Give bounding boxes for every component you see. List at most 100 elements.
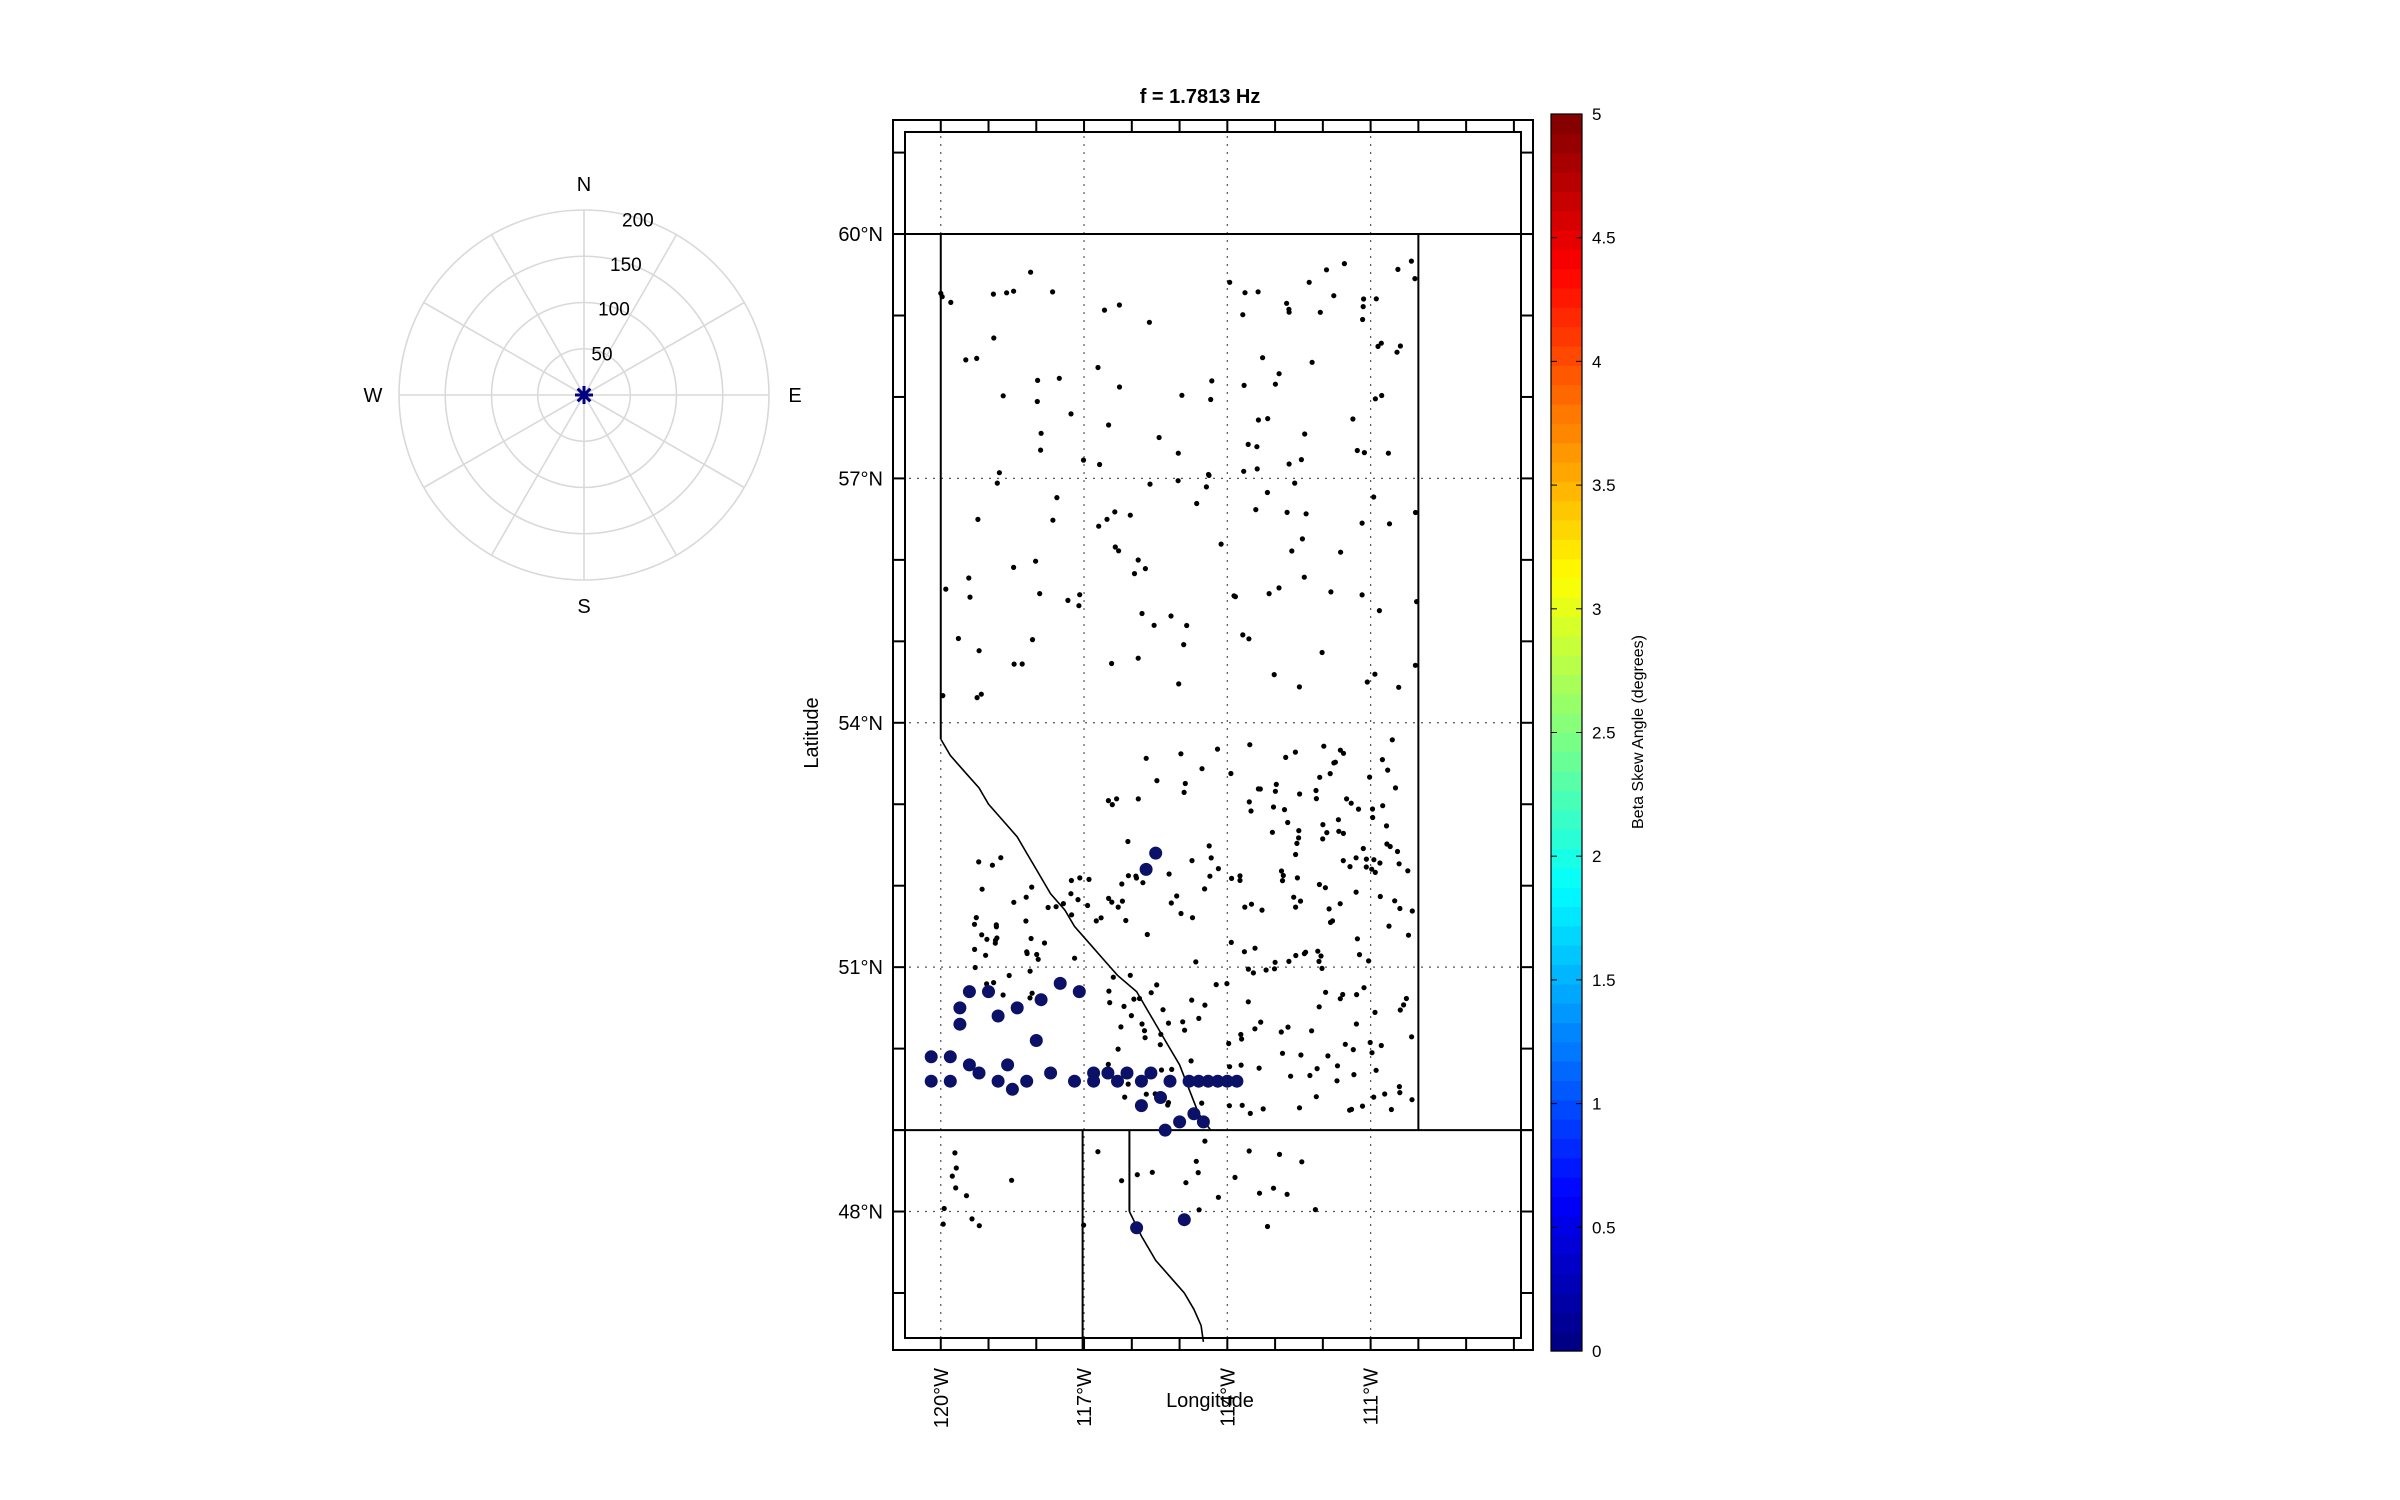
asterisk-icon: [575, 386, 593, 404]
colorbar-band: [1551, 384, 1582, 405]
station-dot: [1141, 1028, 1148, 1034]
polar-spoke: [583, 234, 678, 396]
colorbar-band: [1551, 713, 1582, 734]
station-dot: [1299, 536, 1305, 542]
radial-tick-label: 200: [622, 210, 654, 231]
station-dot: [1309, 1028, 1315, 1034]
station-dot: [1376, 608, 1382, 614]
station-dot: [1247, 742, 1253, 748]
station-dot: [1038, 447, 1044, 453]
station-dot: [940, 693, 946, 699]
station-dot: [993, 924, 1000, 930]
station-dot: [1252, 1026, 1258, 1032]
station-dot: [1226, 1103, 1232, 1109]
station-dot: [1254, 444, 1260, 450]
station-dot: [1256, 1065, 1262, 1071]
polar-spoke: [423, 301, 585, 396]
station-dot: [1114, 796, 1120, 802]
station-dot: [1375, 343, 1381, 349]
station-dot: [974, 355, 980, 361]
station-dot: [1353, 855, 1359, 861]
colorbar-band: [1551, 268, 1582, 289]
station-dot: [1023, 918, 1029, 924]
station-dot: [1370, 814, 1376, 821]
colorbar-tick-label: 1.5: [1592, 971, 1616, 990]
station-dot: [1405, 932, 1412, 938]
station-dot: [1382, 1091, 1388, 1097]
station-dot: [1085, 902, 1091, 909]
station-dot: [966, 575, 972, 581]
station-dot: [1372, 396, 1378, 402]
station-dot: [1011, 288, 1017, 294]
station-dot: [1386, 521, 1393, 527]
idaho-border: [1128, 1211, 1205, 1343]
station-dot: [990, 291, 997, 297]
station-dot: [1317, 309, 1323, 315]
station-dot: [1255, 417, 1261, 423]
colorbar-band: [1551, 171, 1582, 192]
station-dot: [1157, 1042, 1163, 1048]
station-dot: [1354, 992, 1360, 998]
colorbar-band: [1551, 1215, 1582, 1236]
map-graticule: [893, 120, 1533, 1350]
station-dot: [1409, 908, 1415, 914]
station-dot: [1028, 269, 1034, 275]
highlighted-station: [1158, 1123, 1172, 1137]
station-dot: [972, 946, 978, 953]
station-dot: [1168, 900, 1174, 906]
station-dot: [1196, 1207, 1202, 1213]
station-dot: [943, 586, 949, 592]
station-dot: [1208, 855, 1214, 861]
station-dot: [1317, 774, 1323, 780]
lat-tick-label: 48°N: [838, 1202, 883, 1224]
colorbar-band: [1551, 287, 1582, 308]
lon-tick-label: 111°W: [1361, 1368, 1383, 1425]
station-dot: [1347, 1107, 1353, 1113]
station-dot: [1401, 1002, 1407, 1008]
station-dot: [1397, 1007, 1403, 1013]
map-frame-outer: [892, 119, 1534, 1351]
station-dot: [1068, 877, 1074, 884]
station-dot: [1328, 589, 1334, 595]
station-dot: [1188, 1058, 1194, 1064]
station-dot: [1115, 1046, 1121, 1052]
station-dot: [1093, 918, 1099, 924]
direction-label-s: S: [577, 596, 590, 618]
station-dot: [1037, 591, 1043, 597]
station-dot: [1353, 1021, 1359, 1027]
station-dot: [1377, 860, 1383, 866]
station-dot: [1385, 450, 1391, 456]
station-dot: [1293, 904, 1299, 910]
station-dot: [1110, 974, 1116, 980]
station-dot: [1202, 1002, 1208, 1008]
lat-tick-label: 60°N: [838, 224, 883, 246]
station-dot: [1272, 381, 1278, 387]
station-dot: [1011, 564, 1017, 571]
station-dot: [1238, 1062, 1244, 1068]
colorbar-band: [1551, 133, 1582, 154]
station-dot: [1334, 1063, 1341, 1069]
colorbar-band: [1551, 674, 1582, 695]
colorbar-band: [1551, 229, 1582, 250]
y-axis-label: Latitude: [801, 697, 823, 768]
station-dot: [1165, 1102, 1171, 1108]
station-dot: [1081, 1222, 1087, 1228]
station-dot: [1134, 1172, 1140, 1178]
station-dot: [992, 937, 999, 943]
colorbar-band: [1551, 249, 1582, 270]
highlighted-station: [1005, 1082, 1019, 1096]
station-dot: [1379, 392, 1385, 399]
station-dot: [1412, 509, 1419, 516]
station-dot: [1314, 1066, 1320, 1072]
station-dot: [1139, 610, 1145, 617]
direction-label-n: N: [577, 174, 591, 196]
station-dot: [1361, 296, 1367, 302]
station-dot: [1160, 1007, 1166, 1013]
station-dot: [1029, 990, 1035, 996]
station-dot: [1361, 985, 1367, 991]
station-dot: [1116, 302, 1122, 308]
station-dot: [1353, 889, 1359, 895]
station-dot: [1337, 901, 1343, 907]
station-dot: [1379, 757, 1385, 763]
station-dot: [1035, 377, 1041, 383]
